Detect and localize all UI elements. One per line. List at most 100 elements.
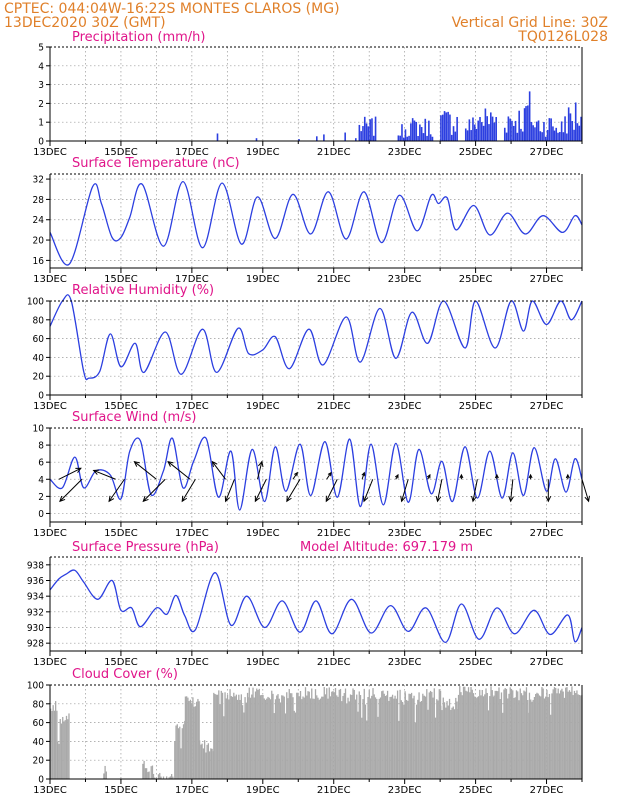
cloud-bar	[181, 728, 183, 779]
cloud-bar	[493, 695, 495, 779]
precip-bar	[548, 118, 551, 141]
wind-vector	[292, 472, 298, 480]
cloud-bar	[210, 748, 212, 779]
cloud-bar	[186, 696, 188, 779]
precip-bar	[535, 121, 538, 141]
wind-vector	[581, 479, 590, 502]
cloud-bar	[424, 696, 427, 779]
cloud-bar	[257, 690, 259, 779]
precip-bar	[464, 128, 467, 141]
temperature-xtick-label: 13DEC	[33, 274, 67, 285]
cloud-bar	[490, 686, 492, 779]
cloud-bar	[224, 692, 226, 779]
precip-xtick-label: 27DEC	[530, 147, 564, 158]
cloud-bar	[453, 709, 456, 779]
precip-ytick-label: 2	[38, 99, 44, 110]
cloud-bar	[508, 693, 510, 779]
precip-bar	[527, 105, 529, 141]
cloud-bar	[552, 689, 554, 779]
precip-bar	[516, 132, 519, 141]
cloud-bar	[203, 740, 206, 779]
cloud-bar	[238, 694, 240, 779]
cloud-bar	[378, 698, 380, 779]
precip-bar	[567, 107, 570, 141]
cloud-bar	[65, 715, 68, 779]
cloud-bar	[373, 694, 375, 779]
wind-arrowhead	[363, 495, 369, 503]
cloud-bar	[368, 690, 370, 779]
cloud-bar	[202, 748, 205, 779]
precip-bar	[456, 116, 458, 141]
cloud-bar	[316, 695, 318, 779]
cloud-bar	[302, 696, 304, 779]
cloud-bar	[567, 691, 569, 779]
cloud-bar	[519, 688, 521, 779]
cloud-bar	[286, 692, 288, 779]
cloud-bar	[568, 690, 571, 779]
precip-bar	[360, 131, 362, 141]
cloud-bar	[499, 699, 501, 779]
cloud-bar	[431, 691, 433, 779]
cloud-bar	[349, 694, 352, 779]
wind-xtick-label: 27DEC	[530, 528, 564, 539]
cloud-bar	[485, 688, 487, 779]
cloud-bar	[233, 692, 235, 779]
precip-bar	[484, 108, 487, 141]
wind-vector	[363, 479, 374, 502]
precip-ytick-label: 3	[38, 80, 44, 91]
cloud-bar	[369, 698, 372, 779]
pressure-ytick-label: 936	[27, 576, 44, 587]
temperature-xtick-label: 25DEC	[459, 274, 493, 285]
precip-bar	[578, 125, 581, 141]
temperature-ytick-label: 28	[33, 195, 45, 206]
cloud-bar	[388, 700, 390, 779]
precip-bar	[428, 120, 430, 141]
cloud-bar	[400, 700, 402, 779]
cloud-bar	[219, 704, 221, 779]
precip-bar	[552, 126, 554, 141]
precip-bar	[410, 123, 412, 141]
cloud-bar	[382, 690, 384, 779]
cloud-bar	[266, 698, 268, 779]
cloud-bar	[429, 690, 432, 779]
cloud-bar	[301, 699, 303, 779]
wind-vector	[472, 479, 478, 502]
cloud-bar	[573, 690, 576, 779]
cloud-bar	[206, 744, 208, 779]
cloud-bar	[331, 691, 333, 779]
humidity-ytick-label: 100	[27, 297, 44, 308]
wind-vector	[286, 479, 301, 502]
cloud-bar	[489, 696, 491, 779]
cloud-bar	[343, 693, 345, 779]
cloud-bar	[428, 692, 430, 779]
cloud-bar	[201, 743, 203, 779]
cloud-bar	[337, 696, 339, 779]
cloud-bar	[367, 697, 369, 779]
cloud-bar	[415, 704, 418, 779]
cloud-bar	[505, 688, 508, 779]
cloud-bar	[354, 699, 357, 779]
cloud-bar	[523, 690, 525, 779]
cloud-bar	[235, 694, 237, 779]
cloud-bar	[311, 688, 313, 779]
cloud-bar	[571, 686, 573, 779]
cloud-bar	[143, 760, 145, 779]
cloud-bar	[401, 701, 404, 779]
cloud-bar	[351, 694, 353, 779]
cloud-bar	[55, 701, 57, 779]
cloud-bar	[318, 699, 320, 779]
cloud-bar	[223, 716, 225, 779]
cloud-bar	[560, 690, 562, 779]
precip-bar	[419, 124, 421, 141]
cloud-bar	[357, 711, 359, 779]
cloud-bar	[274, 699, 277, 779]
cloud-bar	[240, 694, 242, 779]
cloud-bar	[218, 690, 220, 779]
cloud-bar	[51, 711, 53, 779]
precip-bar	[509, 118, 511, 141]
cloud-bar	[528, 692, 531, 779]
wind-xtick-label: 19DEC	[246, 528, 280, 539]
cloud-bar	[372, 688, 374, 779]
cloud-bar	[314, 689, 317, 779]
precip-xtick-label: 13DEC	[33, 147, 67, 158]
